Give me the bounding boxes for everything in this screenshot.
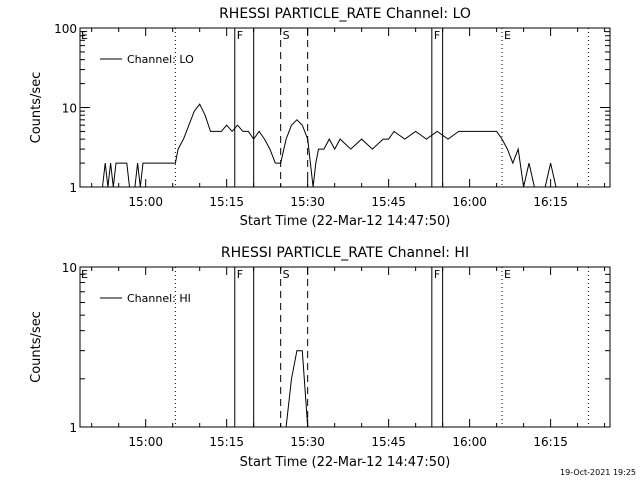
chart-title: RHESSI PARTICLE_RATE Channel: LO <box>219 6 471 22</box>
x-tick-label: 16:00 <box>452 195 487 209</box>
marker-label: F <box>434 268 440 281</box>
legend-label: Channel: LO <box>127 53 194 66</box>
marker-label: E <box>504 268 511 281</box>
chart-title: RHESSI PARTICLE_RATE Channel: HI <box>221 245 469 261</box>
legend: Channel: HI <box>100 292 191 305</box>
y-tick-label: 1 <box>69 181 77 195</box>
marker-label: S <box>283 268 290 281</box>
x-tick-label: 15:45 <box>371 435 406 449</box>
x-tick-label: 16:15 <box>533 195 568 209</box>
series-line <box>102 103 557 188</box>
y-axis-label: Counts/sec <box>29 311 44 383</box>
x-tick-label: 15:15 <box>209 195 244 209</box>
x-tick-label: 15:00 <box>128 195 163 209</box>
x-tick-label: 15:15 <box>209 435 244 449</box>
marker-label: E <box>504 29 511 42</box>
legend: Channel: LO <box>100 53 194 66</box>
y-tick-label: 10 <box>62 102 77 116</box>
x-tick-label: 15:45 <box>371 195 406 209</box>
marker-label: F <box>237 29 243 42</box>
marker-label: S <box>283 29 290 42</box>
x-tick-label: 16:00 <box>452 435 487 449</box>
x-tick-label: 15:00 <box>128 435 163 449</box>
chart-panel-1: RHESSI PARTICLE_RATE Channel: LO 1 10 100 15… <box>29 6 611 229</box>
y-tick-label: 1 <box>69 421 77 435</box>
marker-label: E <box>81 268 88 281</box>
x-axis-label: Start Time (22-Mar-12 14:47:50) <box>240 214 451 229</box>
marker-label: F <box>434 29 440 42</box>
marker-label: F <box>237 268 243 281</box>
x-axis-label: Start Time (22-Mar-12 14:47:50) <box>240 455 451 470</box>
x-tick-label: 16:15 <box>533 435 568 449</box>
marker-label: E <box>81 29 88 42</box>
x-tick-label: 15:30 <box>290 435 325 449</box>
x-tick-label: 15:30 <box>290 195 325 209</box>
y-tick-label: 10 <box>62 261 77 275</box>
legend-label: Channel: HI <box>127 292 191 305</box>
y-axis-label: Counts/sec <box>29 72 44 144</box>
chart-panel-2: RHESSI PARTICLE_RATE Channel: HI 1 10 15:00… <box>29 245 611 470</box>
plot-frame <box>79 266 611 428</box>
y-tick-label: 100 <box>54 22 77 36</box>
footer-timestamp: 19-Oct-2021 19:25 <box>560 468 636 477</box>
series-line <box>285 350 309 428</box>
